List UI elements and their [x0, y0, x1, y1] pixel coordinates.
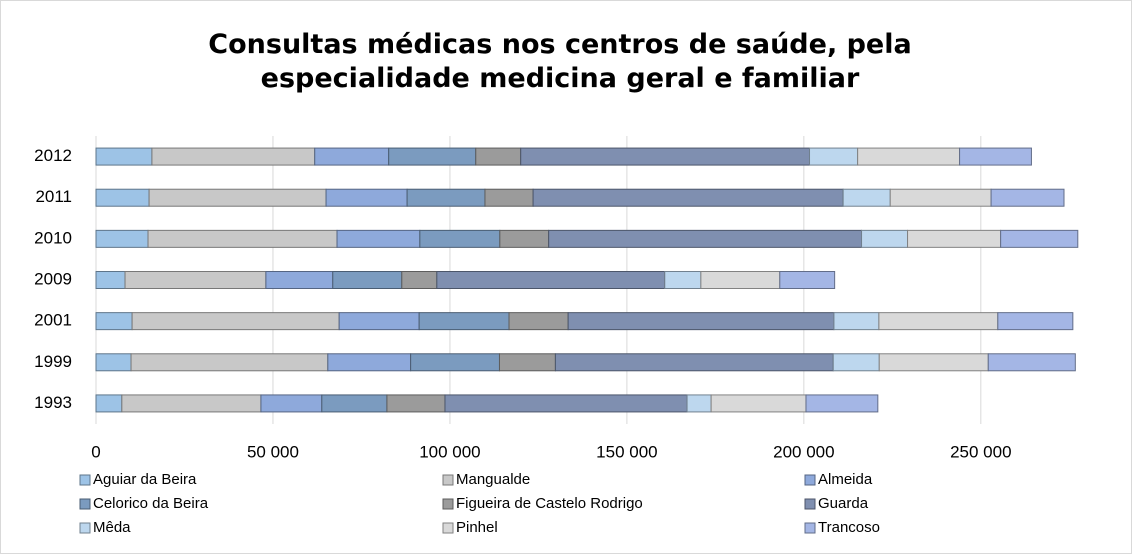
legend-swatch [79, 498, 91, 510]
bar-segment [147, 229, 338, 248]
legend-label: Guarda [818, 495, 869, 512]
legend-swatch [79, 474, 91, 486]
bar-segment [265, 271, 334, 289]
y-tick-label: 1993 [34, 393, 72, 412]
bar-segment [499, 229, 550, 248]
bar-segment [121, 394, 262, 413]
bar-segment [131, 312, 340, 331]
y-tick-label: 2009 [34, 269, 72, 288]
bar-segment [325, 188, 408, 207]
bar-segment [95, 188, 150, 207]
bar-segment [388, 147, 477, 166]
bar-segment [406, 188, 486, 207]
bar-segment [532, 188, 844, 207]
bar-segment [95, 394, 123, 413]
bar-segment [889, 188, 992, 207]
bar-segment [861, 229, 909, 248]
bar-segment [832, 353, 880, 372]
bar-segment [419, 229, 501, 248]
legend-label: Figueira de Castelo Rodrigo [456, 495, 643, 512]
bar-segment [130, 353, 329, 372]
bar-segment [508, 312, 569, 331]
bar-segment [124, 271, 267, 289]
bar-segment [338, 312, 420, 331]
x-tick-label: 150 000 [596, 442, 657, 461]
legend-swatch [442, 522, 454, 534]
bar-segment [418, 312, 510, 331]
legend-label: Mangualde [456, 471, 530, 488]
y-tick-label: 2011 [35, 187, 72, 206]
legend-swatch [442, 474, 454, 486]
bar-segment [314, 147, 390, 166]
legend-swatch [79, 522, 91, 534]
bar-segment [664, 271, 702, 289]
y-tick-label: 2001 [34, 311, 72, 330]
legend-swatch [804, 522, 816, 534]
bar-segment [95, 353, 132, 372]
bar-segment [842, 188, 891, 207]
bar-segment [95, 271, 126, 289]
title-box: Consultas médicas nos centros de saúde, … [208, 29, 912, 94]
bar-segment [700, 271, 781, 289]
bar-segment [475, 147, 522, 166]
y-tick-label: 1999 [34, 352, 72, 371]
bar-segment [548, 229, 863, 248]
y-tick-label: 2010 [34, 228, 72, 247]
bar-segment [95, 229, 149, 248]
bar-segment [95, 147, 153, 166]
bar-segment [1000, 229, 1079, 248]
legend-label: Aguiar da Beira [93, 471, 197, 488]
bar-segment [997, 312, 1074, 331]
x-tick-label: 50 000 [247, 442, 299, 461]
bar-segment [401, 271, 438, 289]
x-tick-label: 0 [91, 442, 100, 461]
bar-segment [336, 229, 421, 248]
bar-segment [321, 394, 388, 413]
bar-segment [567, 312, 835, 331]
bar-segment [987, 353, 1076, 372]
bar-segment [878, 353, 989, 372]
bar-segment [554, 353, 834, 372]
bar-segment [148, 188, 327, 207]
bar-segment [498, 353, 556, 372]
legend-label: Mêda [93, 519, 131, 536]
legend-label: Almeida [818, 471, 873, 488]
bar-segment [386, 394, 446, 413]
bar-segment [907, 229, 1002, 248]
legend-swatch [442, 498, 454, 510]
bar-segment [857, 147, 961, 166]
bar-segment [260, 394, 323, 413]
bar-segment [990, 188, 1065, 207]
bar-segment [332, 271, 403, 289]
bar-segment [410, 353, 500, 372]
y-tick-label: 2012 [34, 146, 72, 165]
legend-swatch [804, 474, 816, 486]
chart-title: Consultas médicas nos centros de saúde, … [208, 29, 912, 94]
bar-segment [779, 271, 836, 289]
bar-segment [959, 147, 1032, 166]
bar-segment [833, 312, 880, 331]
bar-segment [809, 147, 859, 166]
bar-segment [484, 188, 534, 207]
x-tick-label: 250 000 [950, 442, 1011, 461]
bar-segment [520, 147, 811, 166]
legend-label: Trancoso [818, 519, 880, 536]
bar-segment [95, 312, 133, 331]
legend-swatch [804, 498, 816, 510]
x-tick-label: 200 000 [773, 442, 834, 461]
bar-segment [327, 353, 412, 372]
bar-segment [686, 394, 712, 413]
bar-segment [710, 394, 807, 413]
bar-segment [444, 394, 688, 413]
bar-segment [878, 312, 999, 331]
legend-label: Celorico da Beira [93, 495, 209, 512]
bar-segment [151, 147, 316, 166]
legend-label: Pinhel [456, 519, 498, 536]
bar-segment [436, 271, 666, 289]
bar-segment [805, 394, 879, 413]
x-tick-label: 100 000 [419, 442, 480, 461]
